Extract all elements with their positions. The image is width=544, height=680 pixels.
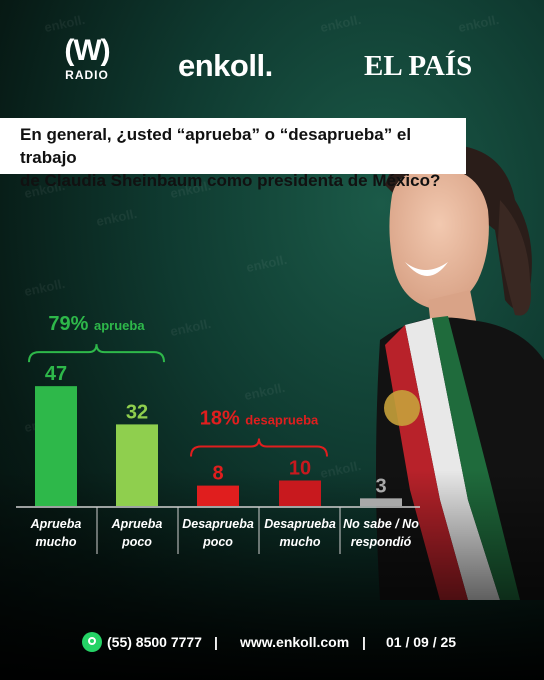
- footer-website: www.enkoll.com: [240, 634, 350, 650]
- data-label: 3: [375, 475, 386, 497]
- w-radio-logo: (W) RADIO: [52, 36, 122, 84]
- category-label: poco: [121, 535, 152, 549]
- footer: (55) 8500 7777 | www.enkoll.com | 01 / 0…: [0, 628, 544, 656]
- bar: [116, 424, 158, 506]
- group-total-percent: 79%: [48, 313, 94, 335]
- group-total-label: 79% aprueba: [48, 313, 145, 335]
- w-radio-mark: (W): [64, 34, 110, 67]
- footer-phone: (55) 8500 7777: [107, 634, 202, 650]
- category-label: No sabe / No: [343, 517, 419, 531]
- footer-separator: |: [362, 634, 366, 650]
- group-total-percent: 18%: [200, 408, 246, 430]
- data-label: 10: [289, 458, 311, 480]
- enkoll-logo: enkoll.: [178, 48, 273, 83]
- bar: [360, 498, 402, 506]
- whatsapp-icon: [82, 632, 102, 652]
- category-label: poco: [202, 535, 233, 549]
- category-label: mucho: [36, 535, 77, 549]
- bar: [197, 485, 239, 506]
- el-pais-logo: EL PAÍS: [364, 50, 473, 82]
- group-total-word: aprueba: [94, 318, 145, 333]
- category-label: Desaprueba: [264, 517, 336, 531]
- group-bracket: [190, 438, 328, 457]
- category-label: Aprueba: [30, 517, 82, 531]
- category-label: Desaprueba: [182, 517, 254, 531]
- question-line-2: de Claudia Sheinbaum como presidenta de …: [20, 171, 441, 190]
- question-banner: En general, ¿usted “aprueba” o “desaprue…: [0, 118, 466, 190]
- footer-date: 01 / 09 / 25: [386, 634, 457, 650]
- w-radio-text: RADIO: [65, 68, 109, 82]
- category-label: mucho: [280, 535, 321, 549]
- category-label: Aprueba: [111, 517, 163, 531]
- data-label: 8: [212, 463, 223, 485]
- group-total-label: 18% desaprueba: [200, 408, 319, 430]
- data-label: 32: [126, 401, 148, 423]
- group-bracket: [28, 344, 165, 363]
- question-line-1: En general, ¿usted “aprueba” o “desaprue…: [20, 125, 412, 167]
- data-label: 47: [45, 363, 67, 385]
- bar: [35, 386, 77, 506]
- group-total-word: desaprueba: [245, 413, 319, 428]
- category-label: respondió: [351, 535, 412, 549]
- bar: [279, 480, 321, 506]
- footer-separator: |: [214, 634, 218, 650]
